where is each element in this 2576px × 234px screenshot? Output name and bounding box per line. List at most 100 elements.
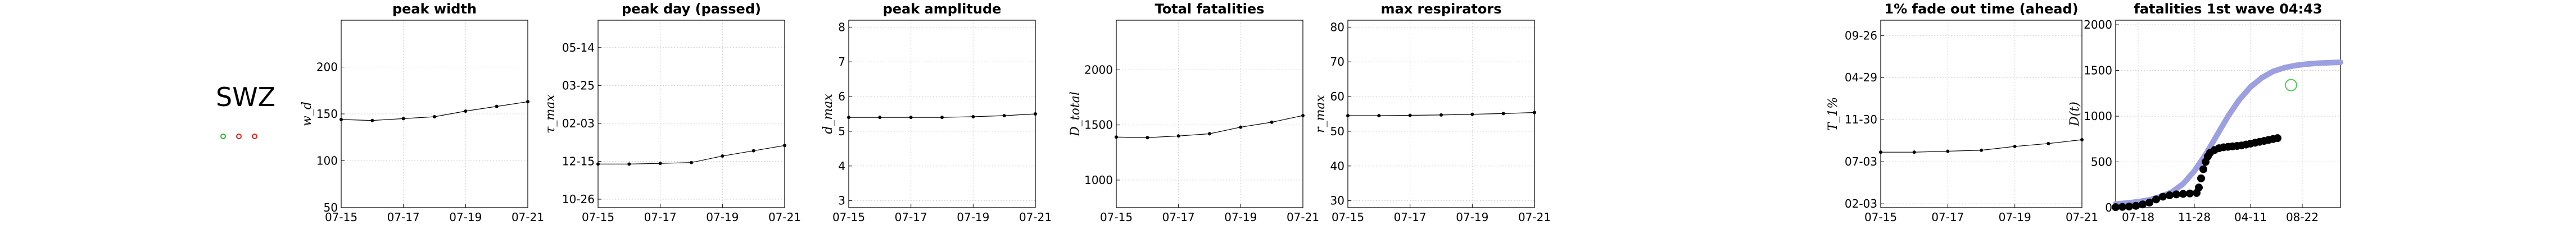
chart-title: max respirators <box>1381 1 1502 17</box>
y-tick-label-2: 02-03 <box>562 117 595 130</box>
y-tick-label-2: 2000 <box>1084 63 1113 76</box>
y-axis-label: d_max <box>821 94 835 134</box>
observed-point-1 <box>2118 203 2126 211</box>
data-point-0 <box>847 116 850 120</box>
y-tick-label-1: 07-03 <box>1845 155 1877 168</box>
chart-7: 07-18 11-28 04-11 08-22 0 500 1000 1500 2000 fata… <box>2068 1 2343 224</box>
x-tick-label-0: 07-15 <box>832 210 865 224</box>
y-tick-label-3: 04-29 <box>1845 71 1877 84</box>
x-tick-label-1: 07-17 <box>644 210 677 224</box>
x-tick-label-3: 08-22 <box>2286 210 2319 224</box>
y-tick-label-4: 70 <box>1330 55 1344 68</box>
plot-frame <box>1116 20 1303 208</box>
x-tick-label-0: 07-15 <box>582 210 614 224</box>
y-tick-label-4: 7 <box>838 55 845 68</box>
y-tick-label-3: 60 <box>1330 90 1344 103</box>
data-point-4 <box>721 154 725 158</box>
y-tick-label-4: 09-26 <box>1845 29 1877 42</box>
observed-point-10 <box>2179 190 2187 198</box>
data-point-2 <box>401 117 405 121</box>
plot-frame <box>2115 20 2341 208</box>
x-tick-label-0: 07-15 <box>325 210 357 224</box>
x-tick-label-2: 07-19 <box>1224 210 1257 224</box>
observed-point-15 <box>2199 165 2207 173</box>
data-point-5 <box>751 149 755 153</box>
y-axis-label: w_d <box>300 102 314 126</box>
status-marker-3 <box>252 134 257 139</box>
observed-point-2 <box>2125 203 2133 211</box>
observed-point-13 <box>2195 183 2203 192</box>
x-tick-label-0: 07-15 <box>1332 210 1364 224</box>
chart-title: peak day (passed) <box>622 1 761 17</box>
observed-point-3 <box>2132 201 2140 210</box>
data-point-5 <box>1002 114 1006 118</box>
data-point-1 <box>1912 150 1916 154</box>
y-tick-label-0: 50 <box>324 201 338 214</box>
y-tick-label-0: 1000 <box>1084 173 1113 187</box>
x-tick-label-1: 07-17 <box>1394 210 1427 224</box>
observed-point-6 <box>2152 195 2160 204</box>
y-tick-label-3: 1500 <box>2084 64 2112 77</box>
x-tick-label-0: 07-15 <box>1100 210 1133 224</box>
chart-title: peak amplitude <box>883 1 1002 17</box>
observed-point-0 <box>2112 203 2120 212</box>
x-tick-label-1: 07-17 <box>387 210 420 224</box>
data-point-1 <box>370 118 374 122</box>
data-point-0 <box>1879 150 1882 154</box>
y-tick-label-1: 4 <box>838 159 845 173</box>
y-tick-label-3: 6 <box>838 90 845 103</box>
data-point-3 <box>690 160 693 164</box>
data-point-0 <box>596 162 600 166</box>
y-tick-label-5: 8 <box>838 20 845 34</box>
x-tick-label-2: 07-19 <box>1999 210 2031 224</box>
x-tick-label-1: 07-17 <box>1162 210 1195 224</box>
observed-point-11 <box>2186 189 2194 198</box>
data-point-0 <box>1115 135 1118 139</box>
data-point-1 <box>1377 114 1381 118</box>
data-point-2 <box>1408 113 1412 117</box>
x-tick-label-1: 11-28 <box>2178 210 2211 224</box>
y-tick-label-3: 03-25 <box>562 79 595 92</box>
data-point-3 <box>1439 113 1443 117</box>
data-point-4 <box>464 109 468 113</box>
y-axis-label: r_max <box>1314 94 1328 132</box>
x-tick-label-3: 07-21 <box>1019 210 1052 224</box>
observed-point-14 <box>2197 174 2205 182</box>
y-axis-label: τ_max <box>544 94 558 134</box>
y-axis-label: D(t) <box>2068 102 2082 127</box>
data-point-6 <box>1034 112 1037 116</box>
x-tick-label-1: 07-17 <box>1931 210 1964 224</box>
data-point-6 <box>1301 113 1305 117</box>
data-point-5 <box>1501 112 1505 116</box>
x-tick-label-3: 07-21 <box>511 210 544 224</box>
data-point-2 <box>909 116 913 120</box>
plot-frame <box>597 20 785 208</box>
x-tick-label-2: 04-11 <box>2234 210 2267 224</box>
data-point-0 <box>1346 114 1350 118</box>
y-tick-label-0: 10-26 <box>562 192 595 206</box>
x-tick-label-2: 07-19 <box>706 210 739 224</box>
x-tick-label-2: 07-19 <box>1456 210 1488 224</box>
data-point-5 <box>495 104 499 108</box>
y-tick-label-0: 0 <box>2105 201 2112 214</box>
data-point-3 <box>1980 148 1983 152</box>
y-axis-label: T_1% <box>1826 97 1840 131</box>
data-point-4 <box>971 114 975 118</box>
x-tick-label-0: 07-15 <box>1864 210 1897 224</box>
y-tick-label-1: 500 <box>2091 155 2112 169</box>
chart-5: 07-15 07-17 07-19 07-21 30 40 50 60 70 80 max resp… <box>1314 1 1551 224</box>
x-tick-label-2: 07-19 <box>957 210 989 224</box>
observed-point-4 <box>2139 200 2147 209</box>
chart-1: 07-15 07-17 07-19 07-21 50 100 150 200 peak widt… <box>300 1 544 224</box>
x-tick-label-3: 07-21 <box>1287 210 1319 224</box>
data-point-6 <box>526 100 529 104</box>
data-point-3 <box>1208 132 1211 136</box>
data-point-6 <box>1533 111 1536 114</box>
chart-4: 07-15 07-17 07-19 07-21 1000 1500 2000 Total fa… <box>1069 1 1319 224</box>
y-tick-label-0: 30 <box>1330 194 1344 208</box>
y-tick-label-2: 1000 <box>2084 109 2112 123</box>
data-point-2 <box>1946 149 1950 153</box>
data-point-6 <box>2080 138 2084 142</box>
